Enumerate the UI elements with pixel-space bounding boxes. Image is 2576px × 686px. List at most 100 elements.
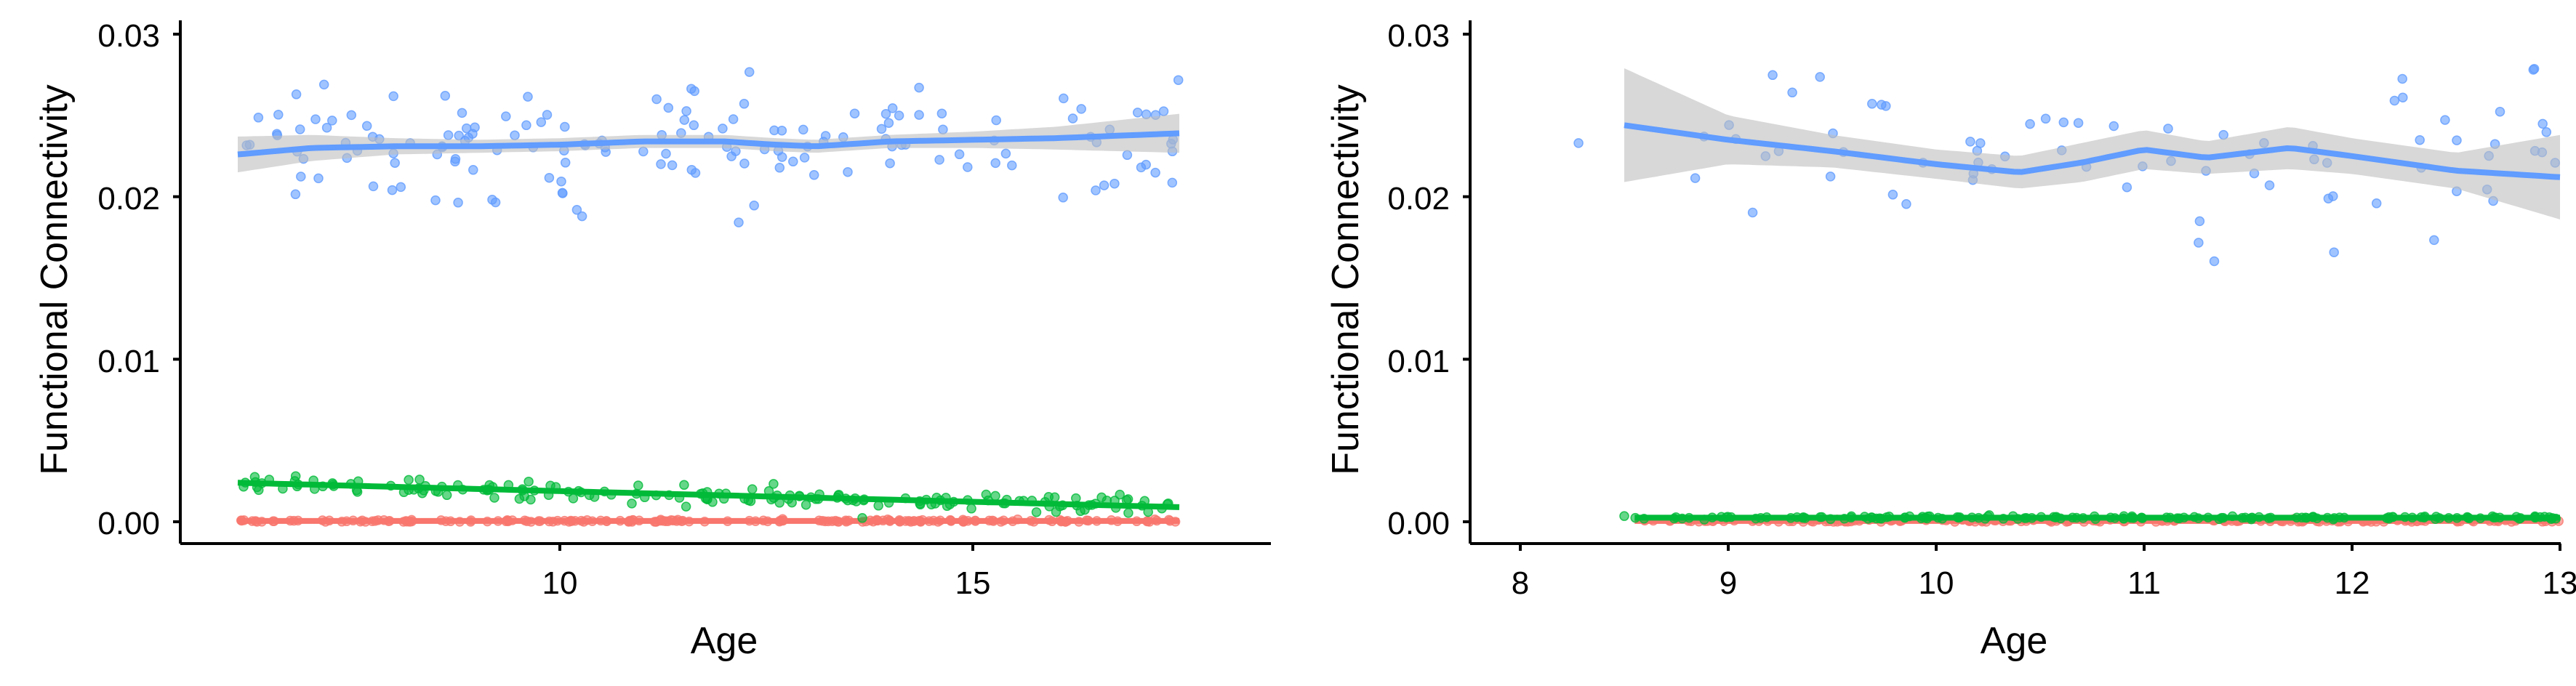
data-point — [2537, 118, 2548, 129]
data-point — [2323, 193, 2334, 203]
data-point — [2058, 117, 2069, 128]
data-point — [2398, 92, 2408, 102]
data-point — [1123, 508, 1133, 518]
data-point — [1031, 507, 1042, 517]
y-ticks-right: 0.00 0.01 0.02 0.03 — [1387, 18, 1450, 541]
data-point — [661, 148, 671, 159]
series-1 — [1619, 510, 2561, 525]
x-ticks-right: 8 9 10 11 12 13 — [1512, 565, 2576, 601]
data-point — [321, 122, 332, 133]
data-point — [2415, 134, 2425, 145]
x-tick-label: 10 — [1919, 565, 1954, 601]
data-point — [801, 499, 811, 510]
data-point — [523, 92, 533, 102]
data-point — [873, 501, 883, 511]
data-point — [501, 111, 511, 121]
data-point — [291, 89, 302, 100]
data-point — [1173, 75, 1184, 85]
data-point — [689, 86, 699, 97]
data-point — [1901, 199, 1911, 209]
data-point — [2194, 216, 2205, 227]
data-point — [887, 103, 898, 113]
y-tick-label: 0.00 — [97, 506, 160, 541]
panel-left: Functional Connectivity 0.00 0.01 0.02 0… — [33, 18, 1271, 662]
panel-right: Functional Connectivity 0.00 0.01 0.02 0… — [1325, 18, 2576, 662]
data-point — [273, 110, 284, 120]
data-point — [2329, 247, 2339, 257]
data-point — [390, 158, 400, 168]
data-point — [558, 188, 568, 198]
data-point — [1158, 106, 1169, 116]
data-point — [2452, 135, 2462, 145]
data-point — [521, 120, 531, 131]
x-ticks-left: 10 15 — [542, 565, 991, 601]
data-point — [2122, 182, 2132, 193]
data-point — [290, 189, 301, 200]
data-point — [651, 94, 662, 105]
data-point — [689, 120, 699, 131]
series-0 — [237, 67, 1184, 227]
data-point — [749, 201, 759, 211]
data-point — [318, 79, 329, 90]
data-point — [1099, 180, 1110, 190]
data-point — [560, 158, 571, 168]
data-point — [681, 106, 691, 116]
data-point — [663, 102, 674, 113]
data-point — [1007, 160, 1017, 171]
data-point — [2209, 256, 2220, 267]
data-point — [2440, 115, 2450, 125]
data-point — [1768, 70, 1778, 81]
data-point — [430, 195, 441, 206]
data-point — [2371, 198, 2382, 209]
data-point — [2108, 121, 2119, 132]
data-point — [880, 108, 891, 119]
data-point — [726, 151, 737, 161]
data-point — [1815, 72, 1825, 82]
data-point — [577, 211, 587, 222]
data-point — [388, 91, 398, 102]
data-point — [387, 185, 398, 195]
data-point — [2429, 235, 2439, 246]
data-point — [296, 172, 306, 182]
data-point — [440, 91, 451, 101]
data-point — [1867, 99, 1877, 109]
data-point — [1167, 177, 1178, 188]
data-point — [934, 155, 944, 165]
data-point — [777, 125, 787, 136]
series-1 — [237, 471, 1180, 523]
data-point — [990, 158, 1000, 169]
data-point — [1000, 148, 1011, 159]
data-point — [739, 158, 750, 169]
x-axis-title-left: Age — [691, 620, 758, 662]
data-point — [728, 114, 739, 124]
data-point — [510, 130, 520, 140]
data-point — [2389, 95, 2400, 106]
data-point — [1132, 108, 1143, 118]
data-point — [1058, 193, 1068, 203]
data-point — [1619, 511, 1629, 521]
data-point — [2025, 118, 2035, 129]
data-point — [310, 114, 321, 124]
y-tick-label: 0.02 — [97, 181, 160, 217]
data-point — [489, 493, 499, 503]
data-point — [361, 121, 372, 132]
data-point — [2163, 124, 2173, 134]
data-point — [1071, 493, 1081, 504]
y-axis-title-right: Functional Connectivity — [1325, 84, 1367, 475]
data-point — [739, 99, 750, 109]
data-point — [883, 118, 894, 128]
x-tick-label: 11 — [2127, 565, 2161, 601]
data-point — [1051, 507, 1062, 517]
data-point — [843, 166, 853, 177]
data-point — [468, 165, 478, 175]
data-point — [1115, 489, 1125, 500]
x-tick-label: 13 — [2543, 565, 2576, 601]
data-point — [571, 205, 582, 215]
plot-area-left — [173, 20, 1271, 551]
data-point — [1136, 162, 1147, 173]
data-point — [718, 124, 728, 134]
data-point — [788, 156, 798, 167]
data-point — [991, 115, 1001, 126]
data-point — [938, 124, 948, 134]
